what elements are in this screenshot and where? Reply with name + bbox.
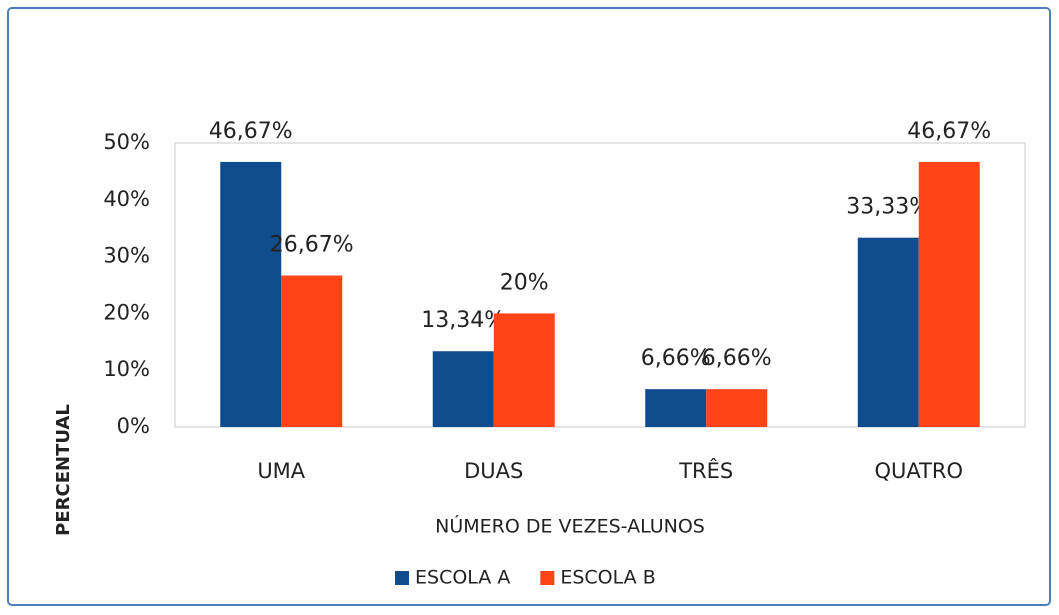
y-tick-label: 50% xyxy=(103,130,150,154)
x-tick-label: TRÊS xyxy=(678,458,733,483)
legend-label: ESCOLA A xyxy=(415,567,510,589)
data-label: 20% xyxy=(500,270,549,295)
x-axis-title: NÚMERO DE VEZES-ALUNOS xyxy=(435,514,705,538)
data-label: 6,66% xyxy=(641,346,711,371)
data-label: 46,67% xyxy=(907,119,991,144)
bar xyxy=(493,313,555,427)
y-axis-title: PERCENTUAL xyxy=(53,404,74,536)
data-label: 46,67% xyxy=(209,119,293,144)
data-label: 13,34% xyxy=(421,308,505,333)
plot-area xyxy=(174,142,1026,428)
legend-swatch xyxy=(540,571,555,585)
frame xyxy=(7,7,1051,606)
y-tick-label: 30% xyxy=(103,244,150,268)
bar xyxy=(281,275,343,427)
bar xyxy=(432,351,494,427)
legend-swatch xyxy=(395,571,409,585)
y-tick-label: 0% xyxy=(117,414,150,438)
legend-label: ESCOLA B xyxy=(560,567,655,589)
bar xyxy=(645,389,707,427)
data-label: 26,67% xyxy=(270,233,354,258)
data-label: 6,66% xyxy=(702,346,772,371)
x-tick-label: QUATRO xyxy=(874,459,963,483)
bar xyxy=(918,161,980,427)
bar xyxy=(220,161,282,427)
x-tick-label: UMA xyxy=(257,459,305,483)
bar xyxy=(857,237,919,427)
data-label: 33,33% xyxy=(846,195,930,220)
y-tick-label: 10% xyxy=(103,357,150,381)
y-tick-label: 20% xyxy=(103,300,150,324)
y-tick-label: 40% xyxy=(103,187,150,211)
x-tick-label: DUAS xyxy=(464,459,523,483)
bar xyxy=(706,389,768,427)
